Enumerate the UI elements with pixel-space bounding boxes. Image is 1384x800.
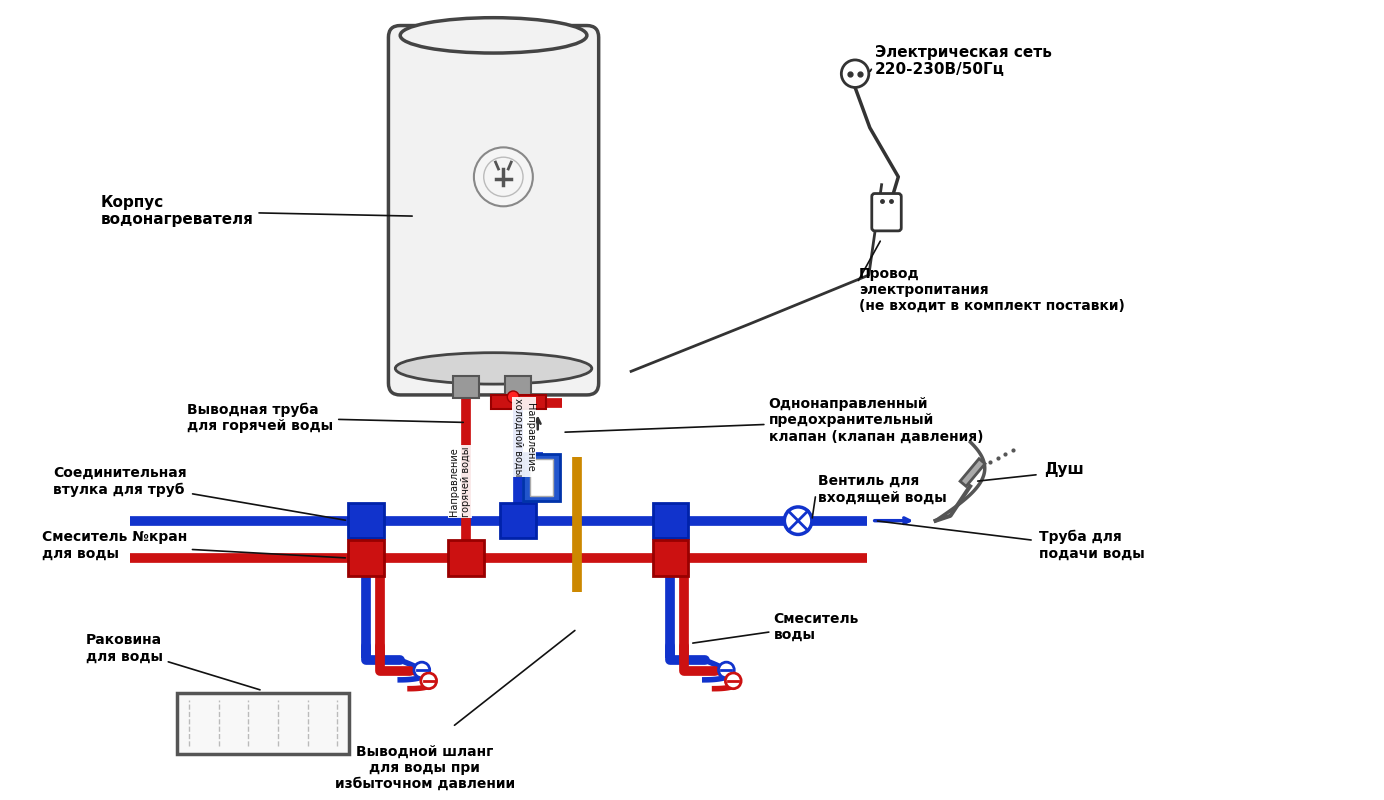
Bar bbox=[505, 376, 531, 398]
Bar bbox=[349, 540, 383, 576]
Ellipse shape bbox=[400, 18, 587, 53]
Circle shape bbox=[785, 507, 812, 534]
Text: Вентиль для
входящей воды: Вентиль для входящей воды bbox=[818, 474, 947, 504]
Text: Соединительная
втулка для труб: Соединительная втулка для труб bbox=[54, 466, 346, 520]
FancyBboxPatch shape bbox=[389, 26, 599, 395]
Text: Душ: Душ bbox=[1044, 462, 1084, 477]
Bar bbox=[960, 458, 985, 486]
Bar bbox=[530, 458, 554, 496]
Ellipse shape bbox=[396, 353, 592, 384]
Circle shape bbox=[508, 391, 519, 402]
Bar bbox=[653, 540, 688, 576]
Circle shape bbox=[473, 147, 533, 206]
Text: Электрическая сеть
220-230В/50Гц: Электрическая сеть 220-230В/50Гц bbox=[875, 45, 1052, 77]
Text: Выводной шланг
для воды при
избыточном давлении: Выводной шланг для воды при избыточном д… bbox=[335, 745, 515, 791]
Circle shape bbox=[725, 673, 740, 689]
Bar bbox=[349, 503, 383, 538]
Text: Корпус
водонагревателя: Корпус водонагревателя bbox=[101, 195, 412, 227]
Text: Смеситель
воды: Смеситель воды bbox=[774, 612, 859, 642]
Circle shape bbox=[484, 157, 523, 197]
Bar bbox=[177, 693, 349, 754]
Circle shape bbox=[718, 662, 735, 678]
Bar bbox=[490, 395, 545, 409]
Text: Труба для
подачи воды: Труба для подачи воды bbox=[1039, 530, 1145, 561]
Text: Выводная труба
для горячей воды: Выводная труба для горячей воды bbox=[187, 402, 464, 433]
Text: Направление
холодной воды: Направление холодной воды bbox=[513, 398, 534, 476]
Bar bbox=[523, 454, 561, 501]
Text: Смеситель №кран
для воды: Смеситель №кран для воды bbox=[42, 530, 346, 560]
Bar bbox=[653, 503, 688, 538]
Circle shape bbox=[421, 673, 436, 689]
Text: Однонаправленный
предохранительный
клапан (клапан давления): Однонаправленный предохранительный клапа… bbox=[768, 398, 983, 444]
Bar bbox=[501, 503, 536, 538]
Bar bbox=[454, 376, 479, 398]
Text: Направление
горячей воды: Направление горячей воды bbox=[450, 446, 471, 517]
Bar bbox=[448, 540, 484, 576]
Circle shape bbox=[841, 60, 869, 87]
Circle shape bbox=[414, 662, 429, 678]
Text: Раковина
для воды: Раковина для воды bbox=[86, 634, 260, 690]
Text: Провод
электропитания
(не входит в комплект поставки): Провод электропитания (не входит в компл… bbox=[859, 266, 1125, 313]
FancyBboxPatch shape bbox=[872, 194, 901, 231]
